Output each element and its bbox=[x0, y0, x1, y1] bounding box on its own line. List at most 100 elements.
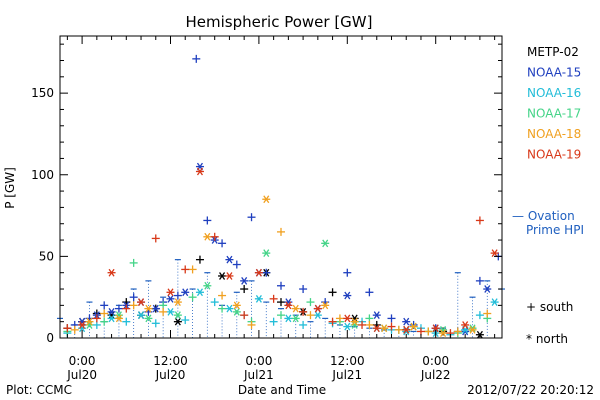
data-point-south bbox=[129, 301, 138, 310]
data-point-north bbox=[372, 324, 381, 333]
data-point-south bbox=[277, 227, 285, 236]
data-point-south bbox=[240, 311, 249, 320]
data-point-south bbox=[188, 293, 197, 302]
data-point-north bbox=[313, 311, 322, 320]
legend-entry: METP-02 bbox=[527, 45, 579, 59]
data-point-south bbox=[387, 322, 396, 331]
data-point-south bbox=[262, 268, 271, 277]
data-point-north bbox=[284, 314, 293, 323]
data-point-north bbox=[490, 249, 499, 257]
data-point-north bbox=[431, 324, 440, 333]
y-tick-label: 150 bbox=[31, 86, 54, 100]
data-point-south bbox=[122, 317, 131, 326]
data-point-north bbox=[262, 249, 271, 257]
data-point-north bbox=[144, 314, 153, 323]
data-point-south bbox=[299, 320, 308, 329]
data-point-north bbox=[343, 322, 352, 331]
x-tick-label-time: 0:00 bbox=[422, 354, 449, 368]
data-point-south bbox=[475, 311, 484, 320]
y-tick-label: 0 bbox=[46, 331, 54, 345]
x-tick-label-time: 12:00 bbox=[153, 354, 188, 368]
data-point-north bbox=[107, 308, 116, 316]
south-marker-legend: + south bbox=[526, 300, 573, 314]
x-tick-label-date: Jul22 bbox=[420, 368, 451, 382]
data-point-north bbox=[195, 167, 204, 176]
data-point-north bbox=[291, 304, 300, 313]
y-axis-label: P [GW] bbox=[3, 167, 17, 209]
data-point-south bbox=[269, 317, 278, 326]
data-point-south bbox=[358, 320, 367, 329]
data-point-north bbox=[313, 304, 322, 313]
data-point-south bbox=[151, 319, 160, 328]
data-point-south bbox=[269, 294, 278, 303]
data-point-north bbox=[254, 268, 263, 277]
data-point-south bbox=[475, 216, 484, 225]
data-point-north bbox=[284, 301, 293, 310]
data-point-north bbox=[114, 314, 123, 323]
data-point-north bbox=[166, 294, 175, 303]
data-point-south bbox=[394, 325, 403, 334]
legend-entry: NOAA-17 bbox=[527, 107, 581, 121]
data-point-south bbox=[159, 307, 168, 316]
data-point-south bbox=[210, 232, 219, 241]
data-point-north bbox=[321, 239, 330, 248]
data-point-north bbox=[468, 324, 477, 333]
data-point-north bbox=[343, 291, 352, 300]
data-point-north bbox=[490, 298, 499, 306]
data-point-south bbox=[100, 309, 109, 318]
data-point-south bbox=[277, 311, 285, 320]
data-point-north bbox=[203, 281, 212, 290]
footer-timestamp: 2012/07/22 20:20:12 bbox=[467, 383, 594, 397]
data-point-north bbox=[468, 325, 477, 334]
data-point-north bbox=[409, 322, 418, 331]
x-tick-label-date: Jul20 bbox=[155, 368, 186, 382]
data-point-north bbox=[350, 317, 359, 326]
data-point-north bbox=[402, 327, 411, 336]
data-point-north bbox=[107, 314, 116, 323]
data-point-south bbox=[453, 327, 462, 336]
data-point-south bbox=[232, 260, 241, 269]
legend-entry: NOAA-19 bbox=[527, 148, 581, 162]
data-point-south bbox=[181, 316, 190, 325]
x-tick-label-time: 0:00 bbox=[69, 354, 96, 368]
data-point-north bbox=[232, 308, 241, 316]
x-axis-label: Date and Time bbox=[238, 383, 326, 397]
x-tick-label-date: Jul20 bbox=[66, 368, 97, 382]
data-point-north bbox=[461, 321, 470, 329]
data-point-south bbox=[424, 327, 433, 336]
data-point-south bbox=[218, 239, 227, 248]
data-point-south bbox=[247, 320, 256, 329]
data-point-south bbox=[100, 317, 109, 326]
data-point-south bbox=[328, 317, 337, 326]
data-point-north bbox=[225, 255, 234, 264]
data-point-south bbox=[299, 285, 308, 294]
data-point-north bbox=[151, 304, 160, 313]
data-point-north bbox=[173, 317, 182, 326]
data-point-south bbox=[195, 255, 204, 264]
data-point-south bbox=[343, 268, 352, 277]
data-point-north bbox=[483, 285, 492, 293]
x-tick-label-date: Jul21 bbox=[243, 368, 274, 382]
data-point-south bbox=[475, 276, 484, 285]
data-point-north bbox=[144, 304, 153, 313]
data-point-north bbox=[173, 311, 182, 320]
data-point-south bbox=[335, 314, 344, 323]
data-point-south bbox=[70, 325, 79, 334]
data-point-south bbox=[299, 307, 308, 316]
data-point-north bbox=[402, 325, 411, 334]
data-point-south bbox=[188, 265, 197, 274]
y-tick-label: 100 bbox=[31, 168, 54, 182]
data-point-north bbox=[225, 304, 234, 313]
ovation-legend-label-1: — Ovation bbox=[512, 209, 575, 223]
data-point-south bbox=[365, 288, 374, 297]
data-point-south bbox=[203, 216, 212, 225]
north-marker-legend: * north bbox=[526, 332, 568, 346]
data-point-south bbox=[122, 304, 131, 313]
data-point-south bbox=[218, 304, 227, 313]
legend-entry: NOAA-18 bbox=[527, 127, 581, 141]
data-point-north bbox=[78, 321, 87, 329]
data-point-north bbox=[343, 314, 352, 323]
data-point-north bbox=[232, 301, 241, 310]
data-point-north bbox=[321, 301, 330, 310]
data-point-north bbox=[402, 317, 411, 326]
